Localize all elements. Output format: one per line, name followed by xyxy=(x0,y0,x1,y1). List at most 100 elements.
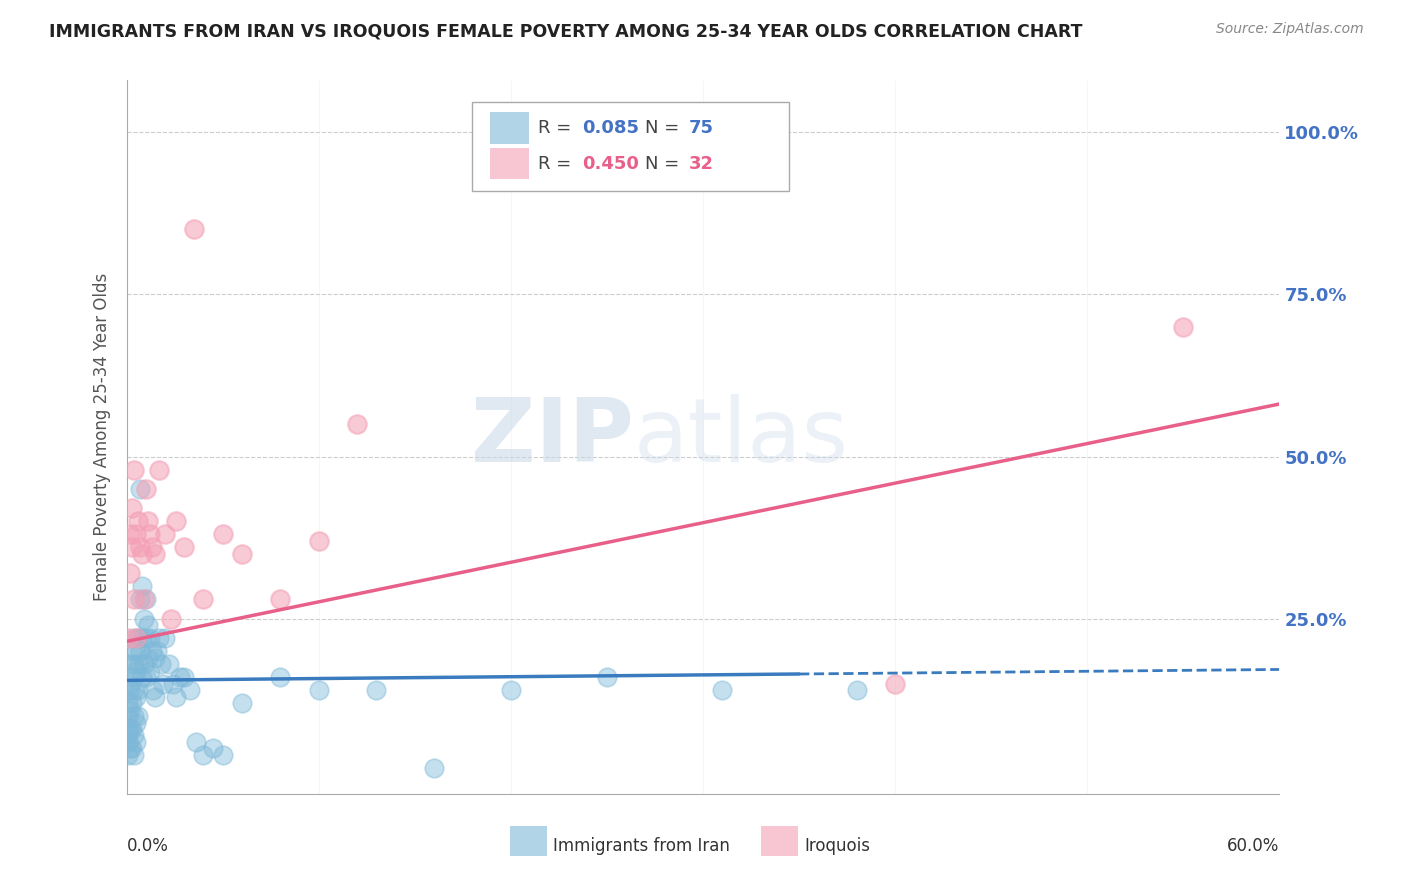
Point xyxy=(136,618,159,632)
Point xyxy=(135,592,157,607)
Point xyxy=(121,541,143,555)
Point xyxy=(145,650,166,665)
Text: 60.0%: 60.0% xyxy=(1227,837,1279,855)
Point xyxy=(125,664,148,678)
Point xyxy=(135,670,157,684)
Point xyxy=(121,501,143,516)
Point xyxy=(129,592,152,607)
Point xyxy=(173,670,195,684)
Point xyxy=(145,547,166,561)
Point xyxy=(120,702,142,716)
Text: IMMIGRANTS FROM IRAN VS IROQUOIS FEMALE POVERTY AMONG 25-34 YEAR OLDS CORRELATIO: IMMIGRANTS FROM IRAN VS IROQUOIS FEMALE … xyxy=(49,22,1083,40)
Text: Immigrants from Iran: Immigrants from Iran xyxy=(553,837,730,855)
Point xyxy=(153,631,176,645)
Point xyxy=(117,631,139,645)
Point xyxy=(120,741,142,756)
Point xyxy=(146,644,169,658)
Point xyxy=(136,515,159,529)
Point xyxy=(184,735,207,749)
Point xyxy=(131,631,153,645)
Point xyxy=(120,683,142,698)
Text: Source: ZipAtlas.com: Source: ZipAtlas.com xyxy=(1216,22,1364,37)
Point xyxy=(157,657,180,672)
Text: R =: R = xyxy=(538,120,576,137)
Point xyxy=(129,541,152,555)
Point xyxy=(122,747,145,762)
Point xyxy=(269,670,291,684)
Point xyxy=(148,631,170,645)
Point xyxy=(135,631,157,645)
Point xyxy=(269,592,291,607)
Point xyxy=(138,664,160,678)
Point xyxy=(129,482,152,496)
Point xyxy=(596,670,619,684)
Point xyxy=(122,592,145,607)
FancyBboxPatch shape xyxy=(761,826,797,856)
Text: 0.450: 0.450 xyxy=(582,155,638,173)
Point xyxy=(121,722,143,736)
Point xyxy=(127,683,149,698)
Point xyxy=(122,657,145,672)
Point xyxy=(308,533,330,548)
Point xyxy=(127,709,149,723)
Text: 0.085: 0.085 xyxy=(582,120,638,137)
Point xyxy=(125,527,148,541)
Text: R =: R = xyxy=(538,155,576,173)
Point xyxy=(132,612,155,626)
FancyBboxPatch shape xyxy=(489,112,529,144)
Point xyxy=(121,696,143,710)
Point xyxy=(141,644,163,658)
Point xyxy=(122,709,145,723)
Point xyxy=(121,644,143,658)
Point xyxy=(120,657,142,672)
Point xyxy=(120,722,142,736)
Point xyxy=(308,683,330,698)
Point xyxy=(1173,319,1195,334)
Point xyxy=(211,747,233,762)
Point xyxy=(150,657,173,672)
Point xyxy=(120,566,142,581)
Point xyxy=(120,527,142,541)
Point xyxy=(845,683,868,698)
Point xyxy=(166,515,188,529)
Point xyxy=(145,690,166,704)
FancyBboxPatch shape xyxy=(489,148,529,179)
Point xyxy=(366,683,388,698)
Point xyxy=(166,690,188,704)
Point xyxy=(117,747,139,762)
Point xyxy=(117,735,139,749)
Point xyxy=(122,631,145,645)
Point xyxy=(169,670,191,684)
Point xyxy=(231,696,253,710)
Point xyxy=(193,592,215,607)
Point xyxy=(153,527,176,541)
Text: 32: 32 xyxy=(689,155,714,173)
Point xyxy=(131,579,153,593)
Point xyxy=(142,683,165,698)
FancyBboxPatch shape xyxy=(472,102,790,191)
Text: N =: N = xyxy=(645,120,685,137)
Text: 0.0%: 0.0% xyxy=(127,837,169,855)
Point xyxy=(132,592,155,607)
Point xyxy=(131,670,153,684)
Point xyxy=(884,676,907,690)
Point xyxy=(117,696,139,710)
Text: Iroquois: Iroquois xyxy=(804,837,870,855)
Point xyxy=(179,683,201,698)
Point xyxy=(117,709,139,723)
Point xyxy=(127,631,149,645)
Point xyxy=(129,644,152,658)
Point xyxy=(117,729,139,743)
Point xyxy=(711,683,734,698)
Point xyxy=(131,547,153,561)
Point xyxy=(152,676,174,690)
Point xyxy=(159,612,181,626)
Point xyxy=(127,657,149,672)
Point xyxy=(193,747,215,762)
Point xyxy=(173,541,195,555)
Point xyxy=(136,650,159,665)
Point xyxy=(125,644,148,658)
FancyBboxPatch shape xyxy=(510,826,547,856)
Point xyxy=(122,683,145,698)
Point xyxy=(202,741,225,756)
